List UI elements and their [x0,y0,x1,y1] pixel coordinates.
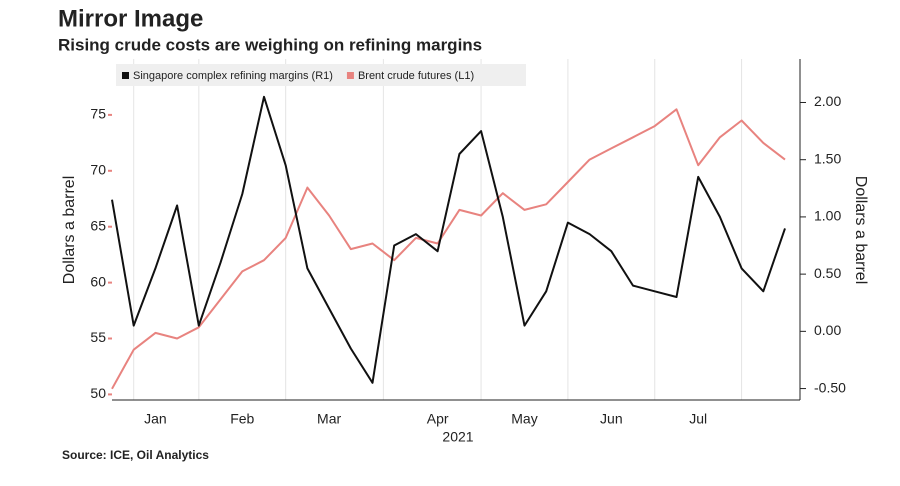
y2-tick-label: -0.50 [814,379,846,395]
x-tick-label: Jun [600,411,623,427]
legend-background [116,64,526,86]
y2-tick-label: 1.50 [814,150,841,166]
y2-tick-label: 0.00 [814,322,841,338]
y-tick-label: 55 [90,329,106,345]
data-line [111,95,786,384]
x-tick-label: Mar [317,411,341,427]
legend-swatch [122,72,129,79]
legend-swatch [346,72,354,79]
x-tick-label: Jul [689,411,707,427]
y2-tick-label: 0.50 [814,265,841,281]
y-axis-label: Dollars a barrel [61,176,78,284]
y-tick-label: 70 [90,162,106,178]
y2-axis-label: Dollars a barrel [852,176,869,284]
legend-label: Brent crude futures (L1) [358,70,474,82]
y2-tick-label: 2.00 [814,93,841,109]
x-axis-label: 2021 [442,429,473,445]
chart-title: Mirror Image [58,5,203,32]
x-tick-label: Apr [427,411,449,427]
x-tick-label: Feb [230,411,254,427]
x-tick-label: Jan [144,411,167,427]
legend: Singapore complex refining margins (R1) B… [116,64,526,86]
y-tick-label: 75 [90,106,106,122]
y2-tick-label: 1.00 [814,208,841,224]
y-tick-label: 50 [90,385,106,401]
chart-subtitle: Rising crude costs are weighing on refin… [58,35,482,54]
data-line [111,108,786,390]
legend-label: Singapore complex refining margins (R1) [133,70,333,82]
y-tick-label: 60 [90,273,106,289]
source: Source: ICE, Oil Analytics [62,448,209,462]
x-tick-label: May [511,411,537,427]
y-tick-label: 65 [90,217,106,233]
